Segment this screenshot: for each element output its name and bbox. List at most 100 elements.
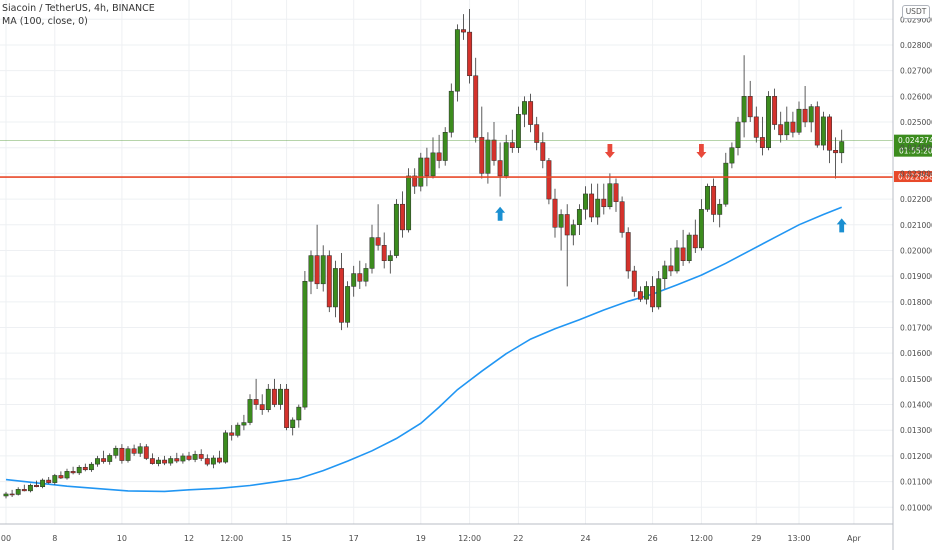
candle-body — [101, 458, 107, 462]
candle-body — [3, 493, 9, 497]
candle-body — [448, 90, 454, 133]
candle-body — [613, 183, 619, 202]
candle-body — [351, 273, 357, 287]
x-tick-label: 15 — [282, 534, 292, 543]
candle-body — [497, 160, 503, 177]
candle-body — [40, 479, 46, 488]
x-tick-label: 12:00 — [690, 534, 713, 543]
candle-body — [82, 466, 88, 471]
candle-body — [400, 203, 405, 231]
candle-body — [662, 265, 668, 279]
candle-body — [552, 198, 558, 228]
candle-body — [339, 268, 344, 323]
candle-body — [522, 101, 527, 115]
candle-body — [711, 185, 717, 215]
candle-body — [583, 193, 588, 210]
candle-body — [229, 432, 235, 436]
x-tick-label: 26 — [648, 534, 658, 543]
candles-group — [3, 8, 845, 499]
candle-body — [107, 455, 113, 462]
ma-100-line — [5, 206, 842, 493]
candle-body — [735, 121, 741, 148]
currency-button[interactable]: USDT — [902, 5, 930, 19]
candle-body — [95, 458, 100, 465]
candle-body — [650, 286, 656, 308]
candle-body — [21, 489, 27, 492]
candle-body — [619, 201, 625, 233]
candle-body — [259, 404, 265, 410]
candle-body — [58, 475, 64, 479]
candle-body — [820, 116, 826, 146]
x-tick-label: 22 — [513, 534, 523, 543]
candle-body — [70, 471, 76, 474]
candle-body — [235, 424, 241, 436]
candle-body — [424, 157, 430, 177]
candle-body — [375, 237, 381, 246]
candle-body — [778, 124, 784, 136]
candle-body — [827, 116, 832, 151]
candle-body — [326, 255, 332, 308]
candle-body — [290, 419, 296, 428]
candle-body — [839, 141, 845, 154]
price-badge — [894, 171, 932, 183]
candle-body — [766, 96, 771, 148]
candle-body — [686, 234, 692, 261]
candle-body — [808, 106, 814, 123]
candle-body — [802, 108, 808, 123]
candle-body — [534, 124, 540, 143]
candle-body — [479, 137, 485, 174]
candle-body — [149, 458, 155, 464]
candle-body — [467, 31, 473, 77]
candle-body — [320, 255, 326, 285]
x-tick-label: 8 — [52, 534, 57, 543]
candle-body — [558, 214, 564, 228]
x-tick-label: 12 — [184, 534, 194, 543]
candle-body — [461, 29, 466, 33]
candle-body — [692, 234, 698, 249]
x-tick-label: 24 — [580, 534, 590, 543]
candle-body — [64, 471, 70, 479]
candle-body — [485, 139, 491, 174]
candle-body — [656, 278, 662, 308]
candle-body — [698, 209, 704, 249]
candle-body — [509, 142, 515, 148]
candle-body — [113, 447, 119, 456]
candle-body — [625, 232, 631, 272]
candle-body — [174, 458, 180, 462]
x-tick-label: 10 — [117, 534, 127, 543]
candle-body — [442, 132, 448, 161]
candle-body — [308, 255, 314, 282]
candle-body — [186, 455, 192, 460]
down-arrow-icon — [604, 143, 615, 158]
candle-body — [34, 484, 39, 488]
candle-body — [156, 459, 161, 464]
candle-body — [210, 457, 216, 465]
chart-grid — [0, 0, 893, 524]
candle-body — [717, 203, 723, 215]
candle-body — [759, 137, 765, 148]
candle-body — [265, 388, 271, 410]
price-level-lines: 0.022858 0.024274 01:55:20 — [0, 134, 932, 183]
candle-body — [753, 116, 759, 138]
candle-body — [204, 458, 210, 465]
up-arrow-icon — [495, 206, 506, 221]
candle-body — [393, 203, 399, 256]
candle-body — [253, 399, 259, 405]
candle-body — [302, 281, 308, 408]
candle-body — [473, 75, 479, 138]
price-badge-value: 0.022858 — [898, 173, 932, 182]
candle-body — [674, 247, 680, 272]
candle-body — [387, 255, 393, 261]
